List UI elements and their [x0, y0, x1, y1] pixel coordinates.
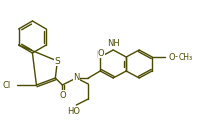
Text: N: N [73, 73, 80, 83]
Text: -: - [175, 53, 178, 61]
Text: S: S [55, 57, 60, 65]
Text: HO: HO [67, 107, 80, 117]
Text: O: O [168, 53, 175, 61]
Text: CH₃: CH₃ [179, 53, 193, 61]
Text: O: O [98, 49, 105, 57]
Text: NH: NH [107, 38, 120, 48]
Text: O: O [59, 91, 66, 99]
Text: Cl: Cl [2, 80, 11, 90]
